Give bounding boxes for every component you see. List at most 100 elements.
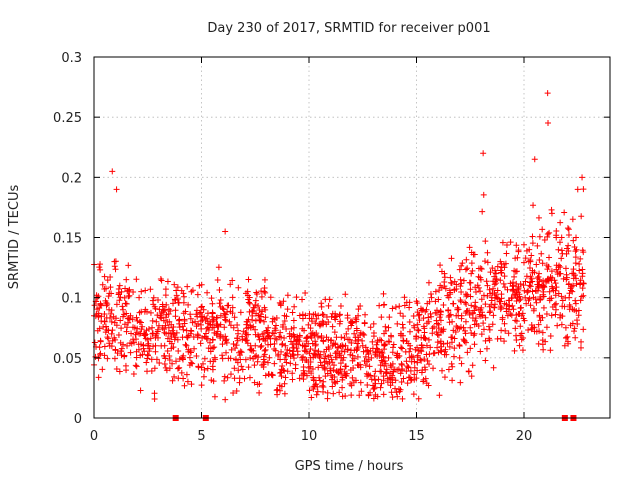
data-point [374, 393, 381, 400]
data-point [372, 380, 379, 387]
data-point [308, 334, 315, 341]
data-point [170, 324, 177, 331]
data-point [137, 352, 144, 359]
data-point [579, 174, 586, 181]
data-point [173, 358, 180, 365]
data-point [421, 334, 428, 341]
data-point [501, 284, 508, 291]
data-point [312, 320, 319, 327]
data-point [158, 310, 165, 317]
data-point [489, 321, 496, 328]
data-point [306, 387, 313, 394]
data-point [194, 291, 201, 298]
data-point [429, 330, 436, 337]
data-point [96, 351, 103, 358]
data-point [379, 359, 386, 366]
data-point [96, 264, 103, 271]
data-point [209, 363, 216, 370]
data-point [477, 348, 484, 355]
data-point [580, 249, 587, 256]
data-point [446, 319, 453, 326]
data-point [231, 365, 238, 372]
data-point [255, 302, 262, 309]
data-point [120, 313, 127, 320]
data-point [234, 335, 241, 342]
data-point [448, 339, 455, 346]
data-point [539, 282, 546, 289]
data-point [102, 329, 109, 336]
data-point [565, 232, 572, 239]
data-point [494, 295, 501, 302]
data-point [406, 299, 413, 306]
data-point [125, 293, 132, 300]
data-point [561, 303, 568, 310]
data-point [184, 334, 191, 341]
data-point [163, 301, 170, 308]
data-point [284, 346, 291, 353]
data-point [162, 286, 169, 293]
data-point [313, 391, 320, 398]
data-point [398, 367, 405, 374]
data-point [425, 314, 432, 321]
data-point [520, 241, 527, 248]
data-point [114, 350, 121, 357]
data-point [423, 306, 430, 313]
data-point [206, 318, 213, 325]
data-point [472, 284, 479, 291]
data-point [213, 332, 220, 339]
data-point [162, 355, 169, 362]
data-point [244, 340, 251, 347]
data-point [152, 342, 159, 349]
x-tick-label: 15 [408, 429, 425, 444]
data-point [255, 312, 262, 319]
data-point [234, 321, 241, 328]
data-point [351, 330, 358, 337]
data-point [123, 300, 130, 307]
data-point [572, 300, 579, 307]
data-point [362, 353, 369, 360]
data-point [558, 293, 565, 300]
data-point [201, 333, 208, 340]
data-point [524, 289, 531, 296]
data-point [115, 331, 122, 338]
data-point [278, 369, 285, 376]
data-point [512, 332, 519, 339]
data-point [138, 319, 145, 326]
data-point [245, 364, 252, 371]
data-point [498, 304, 505, 311]
data-point [518, 330, 525, 337]
data-point [291, 303, 298, 310]
data-point [242, 356, 249, 363]
data-point [483, 278, 490, 285]
data-point [252, 301, 259, 308]
data-point [125, 262, 132, 269]
data-point [333, 334, 340, 341]
data-point [517, 323, 524, 330]
data-point [195, 364, 202, 371]
data-point [498, 269, 505, 276]
data-point [224, 302, 231, 309]
data-point [503, 250, 510, 257]
data-point [408, 353, 415, 360]
data-point [458, 262, 465, 269]
data-point [198, 281, 205, 288]
data-point [318, 334, 325, 341]
data-point [220, 306, 227, 313]
data-point [140, 345, 147, 352]
data-point [340, 354, 347, 361]
data-point [171, 281, 178, 288]
data-point [578, 213, 585, 220]
data-point [337, 365, 344, 372]
data-point [347, 319, 354, 326]
data-point [211, 344, 218, 351]
data-point [149, 324, 156, 331]
data-point [529, 233, 536, 240]
data-point [106, 342, 113, 349]
data-point [441, 274, 448, 281]
data-point [97, 301, 104, 308]
data-point [303, 372, 310, 379]
data-point [300, 372, 307, 379]
data-point [105, 335, 112, 342]
data-point [272, 347, 279, 354]
data-point [542, 338, 549, 345]
